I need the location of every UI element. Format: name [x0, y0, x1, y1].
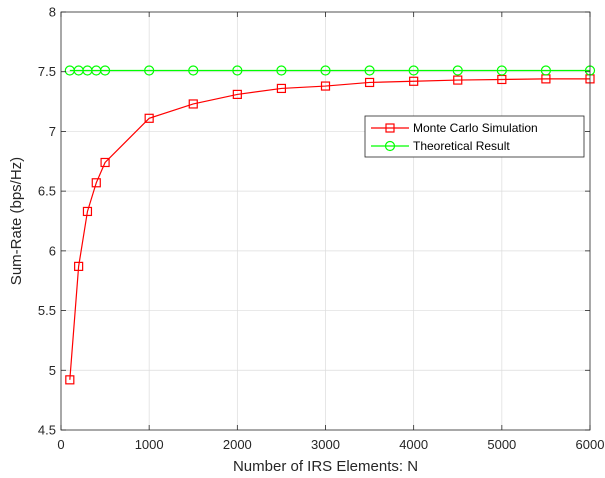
data-point-square [276, 83, 287, 94]
data-point-circle [99, 65, 111, 76]
y-tick-label: 5 [49, 363, 56, 378]
series-line-monte-carlo [69, 78, 590, 380]
y-tick-label: 7.5 [38, 64, 56, 79]
y-tick-label: 6 [49, 243, 56, 258]
data-point-circle [408, 65, 419, 76]
data-point-square [74, 261, 84, 271]
legend: Monte Carlo Simulation Theoretical Resul… [364, 115, 585, 158]
legend-box [364, 115, 585, 158]
data-point-circle [364, 65, 375, 76]
legend-label-theoretical: Theoretical Result [413, 139, 510, 153]
legend-marker-square [385, 123, 395, 133]
x-tick-label: 1000 [135, 437, 164, 452]
x-tick-label: 3000 [311, 437, 340, 452]
data-point-circle [188, 65, 199, 76]
legend-marker-circle [384, 140, 396, 152]
x-tick-label: 6000 [576, 437, 605, 452]
y-tick-label: 5.5 [38, 303, 56, 318]
data-point-circle [232, 65, 243, 76]
data-point-square [409, 76, 419, 86]
data-point-circle [496, 65, 507, 76]
data-point-square [188, 99, 198, 109]
data-point-square [232, 89, 242, 100]
series-layer [64, 65, 596, 385]
y-tick-label: 6.5 [38, 184, 56, 199]
data-point-square [91, 178, 101, 188]
data-point-square [82, 206, 93, 217]
data-point-square [453, 75, 463, 85]
y-tick-label: 8 [49, 5, 56, 20]
x-tick-label: 0 [57, 437, 64, 452]
x-tick-label: 2000 [223, 437, 252, 452]
data-point-square [364, 77, 375, 88]
legend-item-monte-carlo: Monte Carlo Simulation [371, 121, 538, 135]
data-point-square [320, 81, 331, 91]
x-tick-label: 4000 [399, 437, 428, 452]
data-point-square [65, 375, 75, 385]
x-axis-label: Number of IRS Elements: N [233, 458, 418, 475]
axis-ticks: 0 1000 2000 3000 4000 5000 6000 4.5 5 5.5 6 6.5 7 7.5… [38, 5, 605, 453]
legend-item-theoretical: Theoretical Result [371, 139, 510, 153]
data-point-circle [144, 65, 155, 76]
y-tick-label: 7 [49, 124, 56, 139]
data-point-square [100, 157, 110, 168]
data-point-circle [320, 65, 331, 76]
legend-label-monte-carlo: Monte Carlo Simulation [413, 121, 538, 135]
data-point-circle [540, 65, 552, 76]
data-point-circle [452, 65, 463, 76]
x-tick-label: 5000 [487, 437, 516, 452]
y-axis-label: Sum-Rate (bps/Hz) [8, 157, 25, 285]
data-point-square [144, 113, 154, 123]
data-point-circle [276, 65, 287, 76]
y-tick-label: 4.5 [38, 423, 56, 438]
